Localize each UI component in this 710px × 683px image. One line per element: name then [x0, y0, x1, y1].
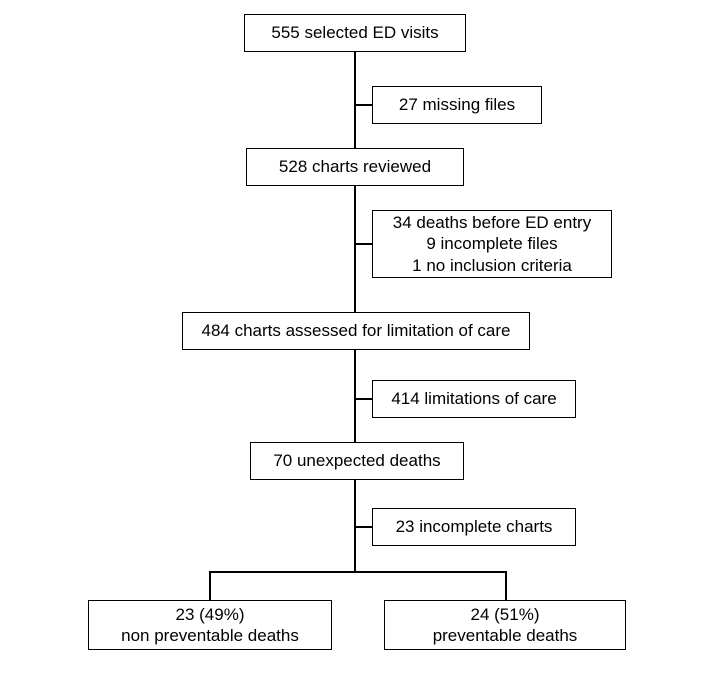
flowchart-canvas: 555 selected ED visits 27 missing files … [0, 0, 710, 683]
connector [505, 571, 507, 600]
node-charts-assessed: 484 charts assessed for limitation of ca… [182, 312, 530, 350]
exclusion-missing-files: 27 missing files [372, 86, 542, 124]
exclusion-incomplete-charts: 23 incomplete charts [372, 508, 576, 546]
connector [355, 104, 372, 106]
connector [355, 243, 372, 245]
node-label: 70 unexpected deaths [273, 450, 440, 471]
node-unexpected-deaths: 70 unexpected deaths [250, 442, 464, 480]
result-preventable: 24 (51%) preventable deaths [384, 600, 626, 650]
node-label: 27 missing files [399, 94, 515, 115]
connector [354, 52, 356, 148]
connector [354, 186, 356, 312]
exclusion-deaths-before: 34 deaths before ED entry 9 incomplete f… [372, 210, 612, 278]
node-charts-reviewed: 528 charts reviewed [246, 148, 464, 186]
node-label: 34 deaths before ED entry 9 incomplete f… [393, 212, 591, 276]
node-label: 555 selected ED visits [271, 22, 438, 43]
node-selected-visits: 555 selected ED visits [244, 14, 466, 52]
node-label: 23 incomplete charts [396, 516, 553, 537]
connector [354, 350, 356, 442]
node-label: 528 charts reviewed [279, 156, 431, 177]
connector [355, 526, 372, 528]
connector [355, 398, 372, 400]
node-label: 484 charts assessed for limitation of ca… [202, 320, 511, 341]
node-label: 414 limitations of care [391, 388, 556, 409]
connector [209, 571, 211, 600]
node-label: 24 (51%) preventable deaths [433, 604, 578, 647]
result-non-preventable: 23 (49%) non preventable deaths [88, 600, 332, 650]
exclusion-limitations: 414 limitations of care [372, 380, 576, 418]
connector [209, 571, 507, 573]
node-label: 23 (49%) non preventable deaths [121, 604, 299, 647]
